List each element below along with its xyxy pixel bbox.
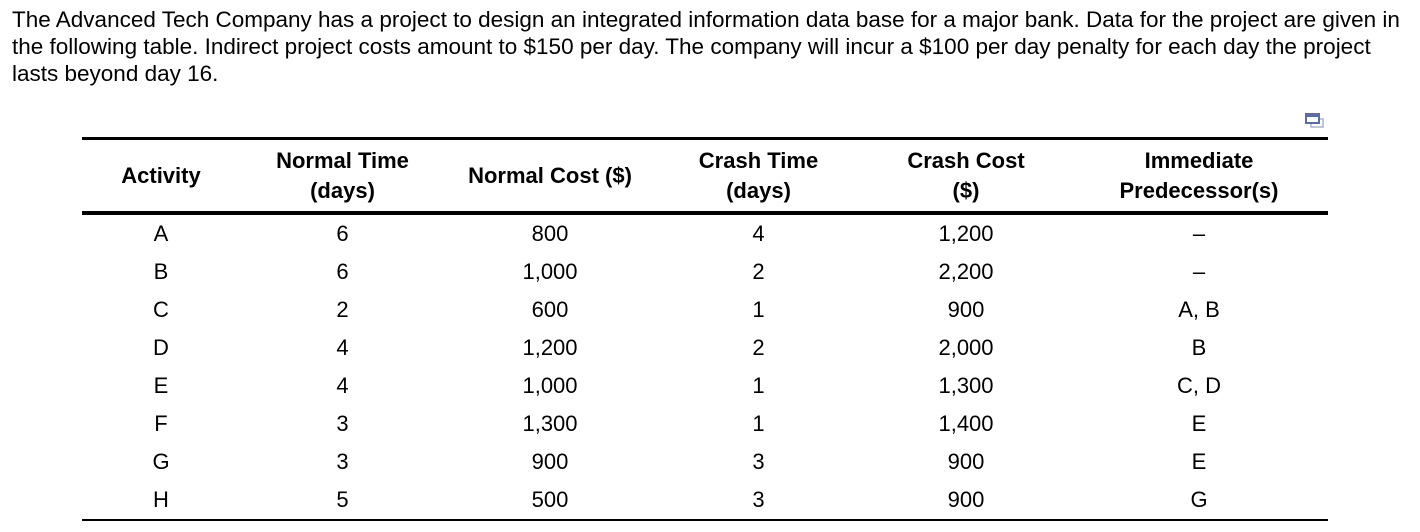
cell-normal-cost: 600 bbox=[531, 297, 569, 322]
cell-immediate-predecessors: – bbox=[1192, 259, 1206, 284]
table-row: F 3 1,300 1 1,400 E bbox=[82, 405, 1328, 443]
table-row: E 4 1,000 1 1,300 C, D bbox=[82, 367, 1328, 405]
table-row: B 6 1,000 2 2,200 – bbox=[82, 253, 1328, 291]
cell-immediate-predecessors: G bbox=[1070, 481, 1328, 521]
cell-crash-time: 4 bbox=[752, 221, 765, 246]
cell-immediate-predecessors: E bbox=[1191, 411, 1207, 436]
cell-normal-time: 4 bbox=[336, 335, 349, 360]
header-line: Normal Cost ($) bbox=[468, 162, 632, 188]
cell-activity: E bbox=[153, 373, 169, 398]
cell-normal-cost: 1,200 bbox=[522, 335, 578, 360]
header-line: Crash Time bbox=[698, 147, 819, 173]
cell-normal-cost: 800 bbox=[531, 221, 569, 246]
header-crash-cost: Crash Cost ($) bbox=[862, 137, 1070, 215]
header-line: ($) bbox=[952, 177, 980, 203]
cell-normal-time: 4 bbox=[336, 373, 349, 398]
cell-crash-cost: 900 bbox=[947, 297, 985, 322]
cell-crash-time: 3 bbox=[655, 481, 862, 521]
table-row: G 3 900 3 900 E bbox=[82, 443, 1328, 481]
project-data-table: Activity Normal Time (days) Normal Cost ($)… bbox=[82, 137, 1328, 521]
cell-crash-cost: 2,000 bbox=[938, 335, 994, 360]
header-immediate-predecessors: Immediate Predecessor(s) bbox=[1070, 137, 1328, 215]
cell-activity: A bbox=[153, 221, 169, 246]
header-line: Immediate bbox=[1144, 147, 1254, 173]
cell-activity: B bbox=[153, 259, 169, 284]
cell-normal-cost: 1,300 bbox=[522, 411, 578, 436]
cell-immediate-predecessors: C, D bbox=[1177, 373, 1221, 398]
cell-activity: F bbox=[154, 411, 168, 436]
header-line: Normal Time bbox=[276, 147, 409, 173]
cell-activity: D bbox=[153, 335, 169, 360]
cell-crash-cost: 1,300 bbox=[938, 373, 994, 398]
cell-crash-cost: 1,400 bbox=[938, 411, 994, 436]
cell-normal-time: 3 bbox=[336, 411, 349, 436]
table-row: D 4 1,200 2 2,000 B bbox=[82, 329, 1328, 367]
cell-crash-time: 1 bbox=[752, 411, 765, 436]
cell-normal-cost: 900 bbox=[531, 449, 569, 474]
cell-normal-time: 6 bbox=[336, 221, 349, 246]
cell-activity: G bbox=[152, 449, 170, 474]
cell-crash-time: 2 bbox=[752, 259, 765, 284]
table-row: H 5 500 3 900 G bbox=[82, 481, 1328, 521]
cell-activity: C bbox=[153, 297, 169, 322]
table-row: A 6 800 4 1,200 – bbox=[82, 213, 1328, 253]
header-normal-time: Normal Time (days) bbox=[240, 137, 445, 215]
cell-immediate-predecessors: E bbox=[1191, 449, 1207, 474]
header-activity: Activity bbox=[82, 137, 240, 215]
cell-crash-time: 2 bbox=[752, 335, 765, 360]
cell-normal-cost: 1,000 bbox=[522, 373, 578, 398]
cell-immediate-predecessors: B bbox=[1191, 335, 1207, 360]
cell-crash-time: 1 bbox=[752, 297, 765, 322]
copy-window-icon[interactable] bbox=[1305, 113, 1325, 129]
cell-crash-cost: 900 bbox=[947, 449, 985, 474]
cell-crash-cost: 900 bbox=[862, 481, 1070, 521]
cell-crash-cost: 2,200 bbox=[938, 259, 994, 284]
header-normal-cost: Normal Cost ($) bbox=[445, 137, 655, 215]
cell-crash-time: 1 bbox=[752, 373, 765, 398]
header-line: (days) bbox=[726, 177, 791, 203]
cell-normal-cost: 500 bbox=[445, 481, 655, 521]
header-line: Activity bbox=[121, 162, 201, 188]
cell-immediate-predecessors: – bbox=[1192, 221, 1206, 246]
table-row: C 2 600 1 900 A, B bbox=[82, 291, 1328, 329]
cell-normal-time: 5 bbox=[240, 481, 445, 521]
cell-normal-time: 6 bbox=[336, 259, 349, 284]
problem-text: The Advanced Tech Company has a project … bbox=[12, 7, 1400, 86]
header-line: Crash Cost bbox=[907, 147, 1025, 173]
cell-crash-time: 3 bbox=[752, 449, 765, 474]
cell-crash-cost: 1,200 bbox=[938, 221, 994, 246]
cell-normal-time: 2 bbox=[336, 297, 349, 322]
cell-normal-cost: 1,000 bbox=[522, 259, 578, 284]
header-line: (days) bbox=[310, 177, 375, 203]
cell-activity: H bbox=[82, 481, 240, 521]
header-crash-time: Crash Time (days) bbox=[655, 137, 862, 215]
header-line: Predecessor(s) bbox=[1119, 177, 1279, 203]
cell-normal-time: 3 bbox=[336, 449, 349, 474]
cell-immediate-predecessors: A, B bbox=[1178, 297, 1220, 322]
